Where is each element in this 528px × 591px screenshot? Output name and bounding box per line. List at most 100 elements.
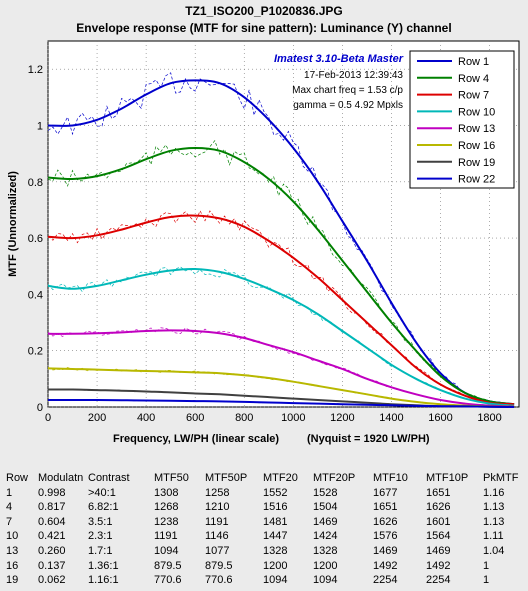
table-cell: 1677 <box>373 486 398 499</box>
series-trace <box>47 140 510 405</box>
table-header-cell: MTF10P <box>426 472 469 484</box>
table-cell: 1.36:1 <box>88 559 119 572</box>
table-cell: 0.137 <box>38 559 66 572</box>
table-cell: 1424 <box>313 530 338 543</box>
legend-label: Row 16 <box>458 140 495 152</box>
table-cell: 1.13 <box>483 515 505 528</box>
y-tick-label: 0.8 <box>28 177 43 189</box>
table-body: 1 0.998 >40:1 1308 1258 1552 1528 1677 1651 1.16 4… <box>6 486 518 588</box>
table-cell: 13 <box>6 544 19 557</box>
table-cell: 1469 <box>373 544 398 557</box>
legend-label: Row 19 <box>458 157 495 169</box>
table-header-row: Row Modulatn Contrast MTF50 MTF50P MTF20 MTF20… <box>6 471 518 486</box>
y-tick-label: 0.4 <box>28 289 43 301</box>
x-tick-label: 1800 <box>477 412 501 424</box>
table-header-cell: Row <box>6 472 29 484</box>
table-cell: 2.3:1 <box>88 530 113 543</box>
table-cell: 1.11 <box>483 530 504 543</box>
table-row: 10 0.421 2.3:1 1191 1146 1447 1424 1576 1564 1.11 <box>6 529 518 544</box>
table-cell: 1238 <box>154 515 179 528</box>
x-tick-label: 800 <box>235 412 253 424</box>
legend-box <box>409 50 515 189</box>
table-cell: 1601 <box>426 515 451 528</box>
table-header-cell: MTF20 <box>263 472 298 484</box>
series-line <box>47 267 515 407</box>
table-cell: 4 <box>6 501 13 514</box>
table-cell: 0.817 <box>38 501 66 514</box>
info-software: Imatest 3.10-Beta Master <box>274 53 404 65</box>
table-cell: 1469 <box>313 515 338 528</box>
y-tick-label: 0 <box>37 402 43 414</box>
info-date: 17-Feb-2013 12:39:43 <box>304 70 403 81</box>
table-cell: 1.7:1 <box>88 544 113 557</box>
legend-label: Row 1 <box>458 56 489 68</box>
x-tick-label: 1400 <box>379 412 403 424</box>
table-cell: 1328 <box>313 544 338 557</box>
info-gamma: gamma = 0.5 4.92 Mpxls <box>293 100 403 111</box>
table-cell: 0.260 <box>38 544 66 557</box>
table-cell: 1.16:1 <box>88 574 119 587</box>
x-tick-label: 1600 <box>428 412 452 424</box>
legend-label: Row 4 <box>458 73 489 85</box>
legend: Row 1 Row 4 Row 7 Row 10 Row 13 Row 16 Row 19 R… <box>417 56 495 186</box>
table-cell: 1 <box>6 486 13 499</box>
x-axis-label: Frequency, LW/PH (linear scale) <box>113 433 279 445</box>
y-tick-label: 1 <box>37 120 43 132</box>
y-tick-label: 0.6 <box>28 233 43 245</box>
y-axis-label: MTF (Unnormalized) <box>7 171 19 277</box>
table-header-cell: Modulatn <box>38 472 84 484</box>
table-cell: >40:1 <box>88 486 116 499</box>
series-line <box>47 146 515 406</box>
table-cell: 10 <box>6 530 19 543</box>
table-cell: 19 <box>6 574 19 587</box>
table-cell: 1210 <box>205 501 230 514</box>
series-trace <box>47 72 510 404</box>
table-cell: 1258 <box>205 486 230 499</box>
table-cell: 3.5:1 <box>88 515 113 528</box>
legend-label: Row 22 <box>458 174 495 186</box>
table-cell: 6.82:1 <box>88 501 119 514</box>
table-cell: 1.13 <box>483 501 505 514</box>
table-header-cell: MTF20P <box>313 472 356 484</box>
table-cell: 1504 <box>313 501 338 514</box>
series-line <box>47 214 515 406</box>
table-cell: 1.04 <box>483 544 505 557</box>
table-cell: 1191 <box>154 530 178 543</box>
table-cell: 2254 <box>373 574 398 587</box>
table-cell: 1516 <box>263 501 288 514</box>
series-line <box>47 329 515 408</box>
table-cell: 0.062 <box>38 574 66 587</box>
table-cell: 1191 <box>205 515 229 528</box>
series-line <box>48 398 515 408</box>
table-cell: 770.6 <box>205 574 233 587</box>
info-max-freq: Max chart freq = 1.53 c/p <box>292 85 403 96</box>
info-block: Imatest 3.10-Beta Master 17-Feb-2013 12:… <box>274 53 404 111</box>
table-row: 16 0.137 1.36:1 879.5 879.5 1200 1200 1492 1492 1 <box>6 559 518 574</box>
table-cell: 1626 <box>373 515 398 528</box>
table-row: 19 0.062 1.16:1 770.6 770.6 1094 1094 2254 2254 1 <box>6 573 518 588</box>
series-lines <box>47 72 515 408</box>
table-cell: 1564 <box>426 530 451 543</box>
table-cell: 0.604 <box>38 515 66 528</box>
table-cell: 879.5 <box>205 559 233 572</box>
mtf-chart: TZ1_ISO200_P1020836.JPG Envelope respons… <box>7 4 520 445</box>
table-cell: 1.16 <box>483 486 505 499</box>
table-cell: 1626 <box>426 501 451 514</box>
x-tick-label: 0 <box>45 412 51 424</box>
table-cell: 1469 <box>426 544 451 557</box>
table-cell: 0.421 <box>38 530 66 543</box>
table-cell: 1447 <box>263 530 288 543</box>
table-header-cell: MTF50P <box>205 472 248 484</box>
table-cell: 1328 <box>263 544 288 557</box>
y-tick-label: 1.2 <box>28 64 43 76</box>
table-cell: 1528 <box>313 486 338 499</box>
legend-label: Row 10 <box>458 106 495 118</box>
table-row: 7 0.604 3.5:1 1238 1191 1481 1469 1626 1601 1.13 <box>6 515 518 530</box>
table-header-cell: MTF10 <box>373 472 408 484</box>
nyquist-label: (Nyquist = 1920 LW/PH) <box>307 433 430 445</box>
x-tick-label: 200 <box>88 412 106 424</box>
table-cell: 16 <box>6 559 19 572</box>
chart-title-line1: TZ1_ISO200_P1020836.JPG <box>185 4 342 18</box>
table-cell: 1492 <box>426 559 451 572</box>
table-cell: 1146 <box>205 530 229 543</box>
